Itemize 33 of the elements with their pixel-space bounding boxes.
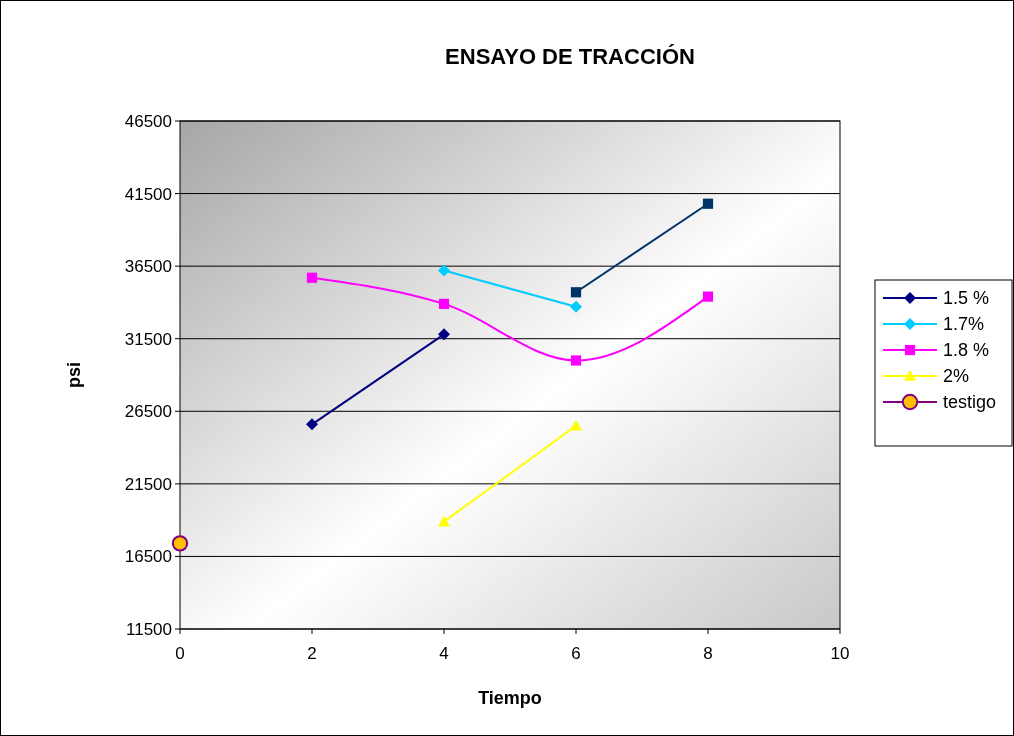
point xyxy=(306,418,318,431)
point xyxy=(702,291,714,302)
y-tick-label: 21500 xyxy=(124,474,172,494)
point xyxy=(702,198,714,209)
legend-label: 1.5 % xyxy=(943,288,990,309)
x-tick-label: 10 xyxy=(830,644,850,663)
point xyxy=(570,300,582,313)
point xyxy=(570,355,582,366)
chart-title: ENSAYO DE TRACCIÓN xyxy=(445,44,695,69)
point xyxy=(171,535,189,552)
x-tick-label: 2 xyxy=(307,644,317,663)
point xyxy=(438,264,450,277)
legend-label: 1.7% xyxy=(943,314,985,335)
x-axis-title: Tiempo xyxy=(478,688,542,708)
x-tick-label: 4 xyxy=(439,644,449,663)
legend-label: testigo xyxy=(943,392,997,413)
point xyxy=(570,287,582,298)
point xyxy=(438,328,450,341)
y-tick-label: 16500 xyxy=(124,547,172,567)
legend-label: 1.8 % xyxy=(943,340,990,361)
y-axis-title: psi xyxy=(64,361,84,389)
y-tick-label: 11500 xyxy=(125,619,172,639)
point xyxy=(306,272,318,283)
x-tick-label: 8 xyxy=(703,644,713,663)
y-tick-label: 46500 xyxy=(124,111,172,131)
y-tick-label: 26500 xyxy=(124,402,172,422)
y-tick-label: 41500 xyxy=(124,184,172,204)
legend-label: 2% xyxy=(943,366,970,387)
y-tick-label: 36500 xyxy=(124,257,172,277)
x-tick-label: 6 xyxy=(571,644,581,663)
x-tick-label: 0 xyxy=(175,644,185,663)
point xyxy=(438,298,450,309)
y-tick-label: 31500 xyxy=(124,329,172,349)
